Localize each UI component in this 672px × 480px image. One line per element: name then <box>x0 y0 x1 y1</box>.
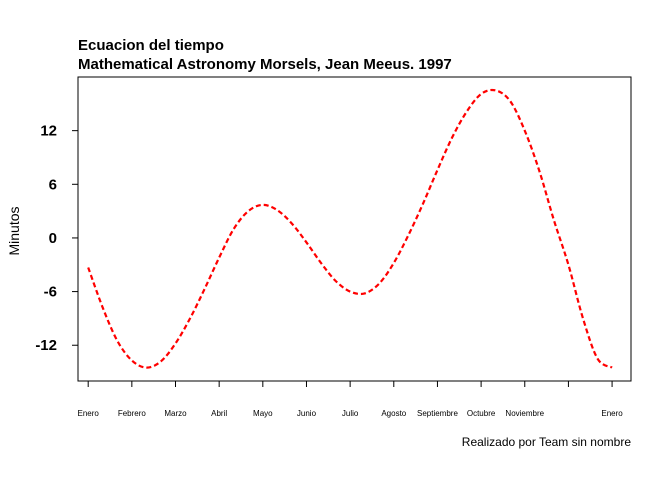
x-tick-label: Enero <box>601 409 623 418</box>
x-tick-label: Noviembre <box>505 409 544 418</box>
plot-frame <box>77 76 632 382</box>
y-tick-label: -12 <box>35 337 57 354</box>
x-tick-label: Enero <box>78 409 100 418</box>
y-axis: -12 -6 0 6 12 <box>35 123 78 354</box>
caption: Realizado por Team sin nombre <box>462 435 632 449</box>
x-tick-label: Septiembre <box>417 409 458 418</box>
x-tick-label: Febrero <box>118 409 147 418</box>
x-tick-label: Julio <box>342 409 359 418</box>
chart-subtitle: Mathematical Astronomy Morsels, Jean Mee… <box>78 56 452 73</box>
series-line <box>87 88 613 369</box>
y-tick-label: 12 <box>40 123 57 140</box>
x-axis: Enero Febrero Marzo Abril Mayo Junio Julio Agos… <box>78 381 623 418</box>
x-tick-label: Abril <box>211 409 227 418</box>
y-tick-label: -6 <box>44 284 57 301</box>
x-tick-label: Mayo <box>253 409 273 418</box>
x-tick-label: Junio <box>297 409 317 418</box>
x-tick-label: Agosto <box>381 409 406 418</box>
y-axis-label: Minutos <box>6 206 22 255</box>
y-tick-label: 0 <box>49 230 57 247</box>
x-tick-label: Marzo <box>164 409 187 418</box>
y-tick-label: 6 <box>49 176 57 193</box>
x-tick-label: Octubre <box>467 409 496 418</box>
series-layer <box>87 88 613 369</box>
chart-title: Ecuacion del tiempo <box>78 37 224 54</box>
